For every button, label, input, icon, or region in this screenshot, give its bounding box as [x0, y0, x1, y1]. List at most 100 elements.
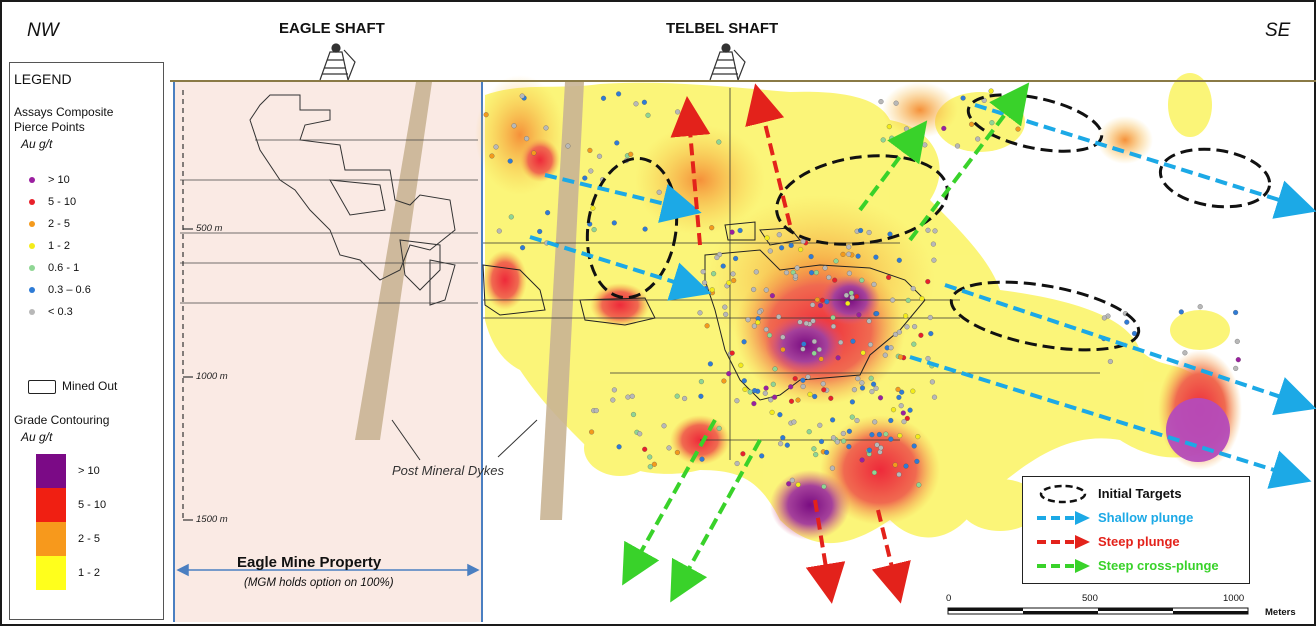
pierce-point: [811, 350, 817, 356]
telbel-shaft-label: TELBEL SHAFT: [666, 20, 779, 37]
scale-unit: Meters: [1265, 607, 1296, 618]
pierce-point: [988, 88, 994, 94]
pierce-point: [840, 251, 846, 257]
pierce-point: [850, 338, 856, 344]
assays-unit: Au g/t: [21, 137, 53, 151]
pierce-point: [776, 232, 782, 238]
pierce-point: [721, 378, 727, 384]
eagle-headframe-icon: [319, 43, 356, 81]
pierce-point: [821, 387, 827, 393]
pierce-point: [764, 235, 770, 241]
steep-cross-plunge-arrows: [622, 82, 1030, 603]
pierce-point: [792, 376, 798, 382]
pierce-point: [911, 443, 917, 449]
pierce-point: [1182, 350, 1188, 356]
pierce-point: [519, 93, 525, 99]
pierce-point: [745, 317, 751, 323]
assay-class-dot: [29, 199, 35, 205]
pierce-point: [763, 287, 769, 293]
assay-class-label: 0.3 – 0.6: [48, 284, 91, 296]
pierce-point: [1235, 357, 1241, 363]
pierce-point: [817, 422, 823, 428]
pierce-point: [930, 241, 936, 247]
pierce-point: [873, 385, 879, 391]
pierce-point: [797, 319, 803, 325]
assay-class-dot: [29, 265, 35, 271]
legend-panel: LEGEND Assays Composite Pierce Points Au…: [9, 62, 164, 620]
pierce-point: [1233, 365, 1239, 371]
pierce-point: [873, 254, 879, 260]
pierce-point: [493, 144, 499, 150]
grade-class-label: 1 - 2: [78, 567, 101, 579]
pierce-point: [611, 387, 617, 393]
pierce-point: [726, 371, 732, 377]
pierce-point: [726, 280, 732, 286]
pierce-point: [910, 388, 916, 394]
pierce-point: [821, 484, 827, 490]
pierce-point: [661, 423, 667, 429]
pierce-point: [830, 435, 837, 441]
pierce-point: [795, 482, 801, 488]
pierce-point: [889, 135, 895, 141]
pierce-point: [892, 331, 899, 337]
pierce-point: [656, 189, 662, 195]
pierce-point: [582, 175, 588, 181]
pierce-point: [807, 391, 813, 397]
pierce-point: [824, 449, 830, 455]
pierce-point: [832, 277, 838, 283]
pierce-point: [600, 95, 607, 101]
assay-class-label: 2 - 5: [48, 218, 71, 230]
pierce-point: [941, 125, 947, 131]
pierce-point: [901, 419, 907, 425]
pierce-point: [800, 377, 806, 383]
pierce-point: [866, 447, 873, 453]
pierce-point: [954, 143, 961, 149]
scale-tick-500: 500: [1082, 593, 1098, 604]
pierce-point: [508, 214, 514, 220]
pierce-point: [776, 314, 782, 320]
grade-class-swatch: [36, 556, 66, 590]
pierce-point: [751, 286, 757, 293]
pierce-point: [830, 323, 837, 329]
pierce-point: [869, 389, 875, 395]
pierce-point: [911, 341, 917, 347]
pierce-point: [496, 228, 502, 234]
pierce-point: [897, 433, 903, 439]
pierce-point: [928, 331, 934, 337]
property-width-arrow: [176, 563, 480, 577]
pierce-point: [824, 299, 830, 305]
assay-class-label: 5 - 10: [48, 196, 77, 208]
key-symbols: [1037, 484, 1090, 573]
pierce-point: [596, 153, 603, 159]
pierce-point: [874, 442, 880, 448]
pierce-point: [704, 323, 710, 329]
pierce-point: [791, 419, 797, 425]
pierce-point: [751, 401, 757, 407]
pierce-point: [1107, 358, 1113, 365]
pierce-point: [872, 419, 878, 425]
pierce-point: [483, 112, 489, 118]
pierce-point: [905, 297, 911, 303]
assay-class-dot: [29, 287, 35, 293]
pierce-point: [589, 429, 595, 435]
scale-bar: [947, 607, 1249, 615]
pierce-point: [731, 277, 737, 284]
grade-class-swatch: [36, 454, 66, 488]
pierce-point: [887, 231, 893, 237]
pierce-point: [859, 385, 866, 391]
pierce-point: [866, 229, 872, 236]
pierce-point: [890, 297, 896, 303]
pierce-point: [698, 393, 704, 399]
pierce-point: [798, 246, 804, 253]
pierce-point: [919, 296, 925, 302]
pierce-point: [886, 124, 892, 130]
pierce-point: [759, 453, 765, 459]
pierce-point: [716, 139, 722, 145]
pierce-point: [897, 354, 904, 360]
pierce-point: [637, 431, 643, 437]
pierce-point: [767, 332, 773, 338]
pierce-point: [1233, 309, 1239, 316]
pierce-point: [820, 381, 826, 387]
assay-class-dot: [29, 243, 35, 249]
